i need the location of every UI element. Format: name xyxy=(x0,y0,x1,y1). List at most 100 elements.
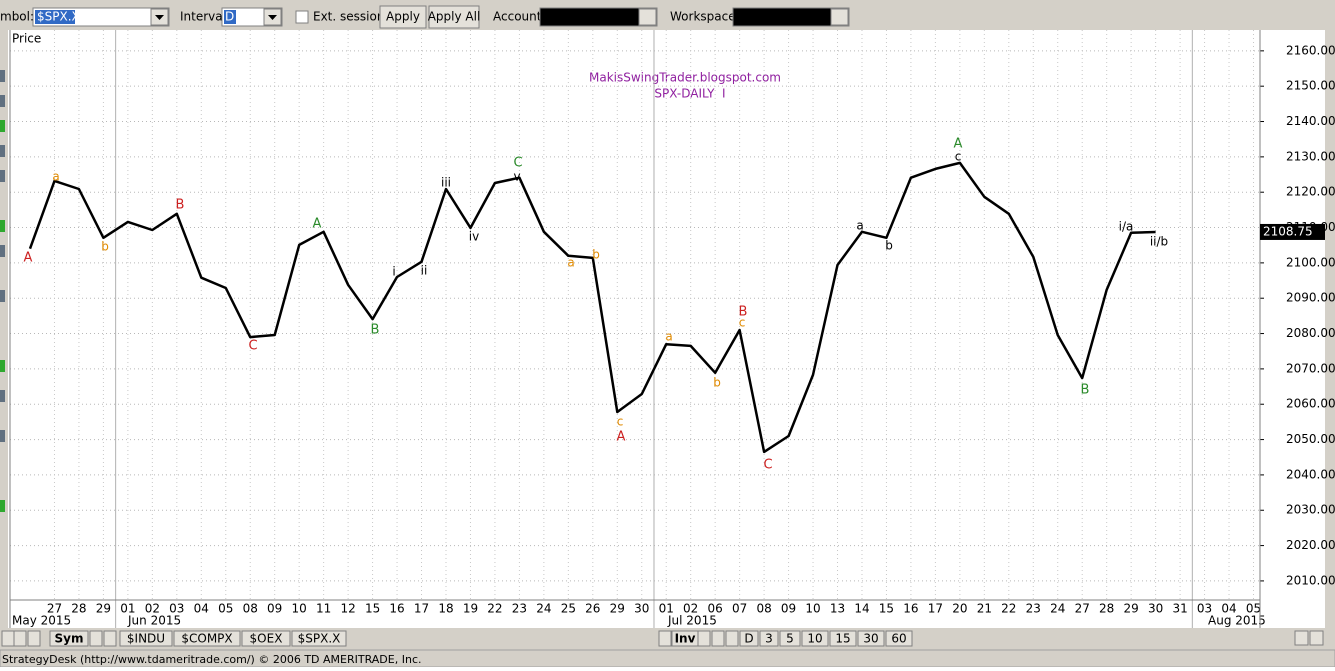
x-tick-label: 11 xyxy=(316,602,331,616)
chart-area xyxy=(0,30,1325,628)
chart-subtitle: SPX-DAILY I xyxy=(654,87,725,101)
symbol-tab[interactable] xyxy=(241,630,291,647)
interval-label: Interval: xyxy=(180,10,230,24)
interval-tab-text: 3 xyxy=(765,632,773,646)
x-tick-label: 06 xyxy=(708,602,723,616)
tool-icon[interactable] xyxy=(0,360,5,372)
x-tick-label: 20 xyxy=(952,602,967,616)
symbol-tab[interactable] xyxy=(173,630,241,647)
wave-label: b xyxy=(885,239,893,253)
tool-icon[interactable] xyxy=(0,170,5,182)
symbol-tab-text: $SPX.X xyxy=(298,632,341,646)
apply-all-button[interactable] xyxy=(428,5,480,29)
interval-tab[interactable] xyxy=(779,630,801,647)
nav-button[interactable] xyxy=(103,630,117,647)
scroll-right[interactable] xyxy=(1294,630,1309,646)
wave-label: B xyxy=(739,305,748,320)
tool-icon[interactable] xyxy=(0,245,5,257)
tool-icon[interactable] xyxy=(0,430,5,442)
x-tick-label: 28 xyxy=(1099,602,1114,616)
x-tick-label: 22 xyxy=(1001,602,1016,616)
tool-icon[interactable] xyxy=(0,290,5,302)
dropdown-arrow[interactable] xyxy=(830,8,849,26)
tool-icon[interactable] xyxy=(0,145,5,157)
status-text: StrategyDesk (http://www.tdameritrade.co… xyxy=(2,653,421,666)
x-tick-label: 26 xyxy=(585,602,600,616)
symbol-tab[interactable] xyxy=(119,630,173,647)
last-price-label: 2108.75 xyxy=(1263,224,1313,238)
y-tick-label: 2050.00 xyxy=(1286,432,1335,446)
apply-button[interactable] xyxy=(379,5,427,29)
x-tick-label: 12 xyxy=(340,602,355,616)
x-tick-label: 23 xyxy=(1026,602,1041,616)
nav-button[interactable] xyxy=(697,630,711,647)
interval-tab[interactable] xyxy=(801,630,829,647)
dropdown-arrow[interactable] xyxy=(638,8,657,26)
wave-label: i/a xyxy=(1119,220,1134,234)
right-panel xyxy=(1325,30,1335,628)
sym-tab[interactable] xyxy=(49,630,89,647)
x-tick-label: 27 xyxy=(1075,602,1090,616)
wave-label: b xyxy=(101,240,109,254)
nav-button[interactable] xyxy=(725,630,739,647)
interval-tab[interactable] xyxy=(739,630,759,647)
wave-label: i xyxy=(392,265,395,279)
tool-icon[interactable] xyxy=(0,390,5,402)
tool-icon[interactable] xyxy=(0,220,5,232)
x-tick-label: 03 xyxy=(169,602,184,616)
tool-icon[interactable] xyxy=(0,120,5,132)
wave-label: B xyxy=(371,323,380,338)
x-tick-label: 29 xyxy=(96,602,111,616)
interval-tab[interactable] xyxy=(759,630,779,647)
scroll-end[interactable] xyxy=(1309,630,1324,646)
nav-button[interactable] xyxy=(89,630,103,647)
month-label: Jun 2015 xyxy=(127,614,181,628)
account-label: Account: xyxy=(493,10,546,24)
inv-tab[interactable] xyxy=(671,630,699,647)
y-tick-label: 2020.00 xyxy=(1286,538,1335,552)
symbol-tab[interactable] xyxy=(291,630,347,647)
x-tick-label: 16 xyxy=(903,602,918,616)
y-tick-label: 2090.00 xyxy=(1286,291,1335,305)
x-tick-label: 29 xyxy=(610,602,625,616)
checkbox[interactable] xyxy=(295,10,309,24)
inv-tab-text: Inv xyxy=(675,632,696,646)
y-tick-label: 2060.00 xyxy=(1286,397,1335,411)
wave-label: a xyxy=(52,170,59,184)
nav-button[interactable] xyxy=(658,630,672,647)
wave-label: C xyxy=(248,339,257,354)
workspace-select[interactable] xyxy=(732,7,850,27)
nav-button[interactable] xyxy=(711,630,725,647)
wave-label: a xyxy=(665,330,672,344)
wave-label: ii/b xyxy=(1150,235,1168,249)
interval-tab[interactable] xyxy=(885,630,913,647)
wave-label: b xyxy=(592,248,600,262)
tool-icon[interactable] xyxy=(0,95,5,107)
tool-icon[interactable] xyxy=(0,70,5,82)
apply-text: Apply xyxy=(386,10,420,24)
x-tick-label: 23 xyxy=(512,602,527,616)
x-tick-label: 17 xyxy=(414,602,429,616)
selection xyxy=(224,10,236,24)
y-tick-label: 2130.00 xyxy=(1286,149,1335,163)
workspace-label: Workspace: xyxy=(670,10,740,24)
account-select[interactable] xyxy=(539,7,658,27)
last-price-tag xyxy=(1260,223,1325,240)
month-label: Jul 2015 xyxy=(667,614,717,628)
wave-label: ii xyxy=(421,264,428,278)
interval-tab-text: 5 xyxy=(786,632,794,646)
symbol-tab-text: $COMPX xyxy=(181,632,232,646)
interval-tab[interactable] xyxy=(829,630,857,647)
nav-button[interactable] xyxy=(1,630,15,647)
y-tick-label: 2120.00 xyxy=(1286,185,1335,199)
interval-tab[interactable] xyxy=(857,630,885,647)
x-tick-label: 21 xyxy=(977,602,992,616)
nav-button[interactable] xyxy=(27,630,41,647)
tool-icon[interactable] xyxy=(0,500,5,512)
wave-label: A xyxy=(617,430,626,445)
nav-button[interactable] xyxy=(13,630,27,647)
left-tools xyxy=(0,30,8,628)
x-tick-label: 09 xyxy=(781,602,796,616)
